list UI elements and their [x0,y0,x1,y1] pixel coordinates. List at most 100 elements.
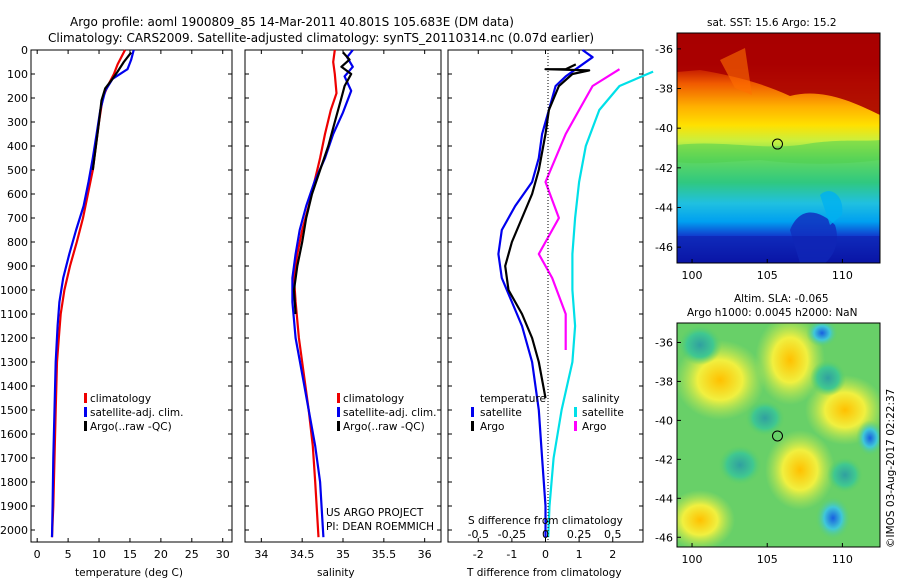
x-tick-label: 35 [336,548,350,561]
map-y-tick-label: -40 [655,414,673,427]
x-tick-label: 25 [185,548,199,561]
legend-swatch-satellite [337,407,340,417]
legend-swatch-s-argo [574,421,577,431]
sla-teal-eddy [810,360,846,396]
map-y-tick-label: -40 [655,122,673,135]
x-tick-label: 2 [609,548,616,561]
x2-tick-label: 0.5 [604,528,622,541]
sla-map-frame [676,322,881,548]
sst-map-frame [676,32,881,264]
sla-yellow-patch [677,490,735,547]
depth-tick-label: 300 [7,116,28,129]
x-tick-label: 1 [576,548,583,561]
x-tick-label: 10 [92,548,106,561]
map-y-tick-label: -44 [655,492,673,505]
legend-label-climatology: climatology [90,393,151,405]
x-tick-label: 5 [65,548,72,561]
series-line-climatology [292,49,338,538]
map-x-tick-label: 105 [757,269,778,282]
depth-tick-label: 1300 [0,356,28,369]
x-tick-label: 36 [418,548,432,561]
series-line-argo-raw-qc- [292,51,353,315]
depth-tick-label: 1600 [0,428,28,441]
salinity-legend: climatology satellite-adj. clim. Argo(..… [337,393,436,433]
depth-tick-label: 800 [7,236,28,249]
x-tick-label: 34 [254,548,268,561]
legend-swatch-climatology [337,393,340,403]
salinity-panel-frame [244,49,442,543]
sla-map-axes: 100 105 110 -36 -38 -40 -42 -44 -46 [655,336,853,566]
depth-tick-label: 700 [7,212,28,225]
sst-orange-tongue [720,48,752,95]
figure-title-line1: Argo profile: aoml 1900809_85 14-Mar-201… [70,15,514,29]
sla-yellow-patch [765,430,835,510]
depth-tick-label: 600 [7,188,28,201]
map-y-tick-label: -42 [655,162,673,175]
t-difference-x-label: T difference from climatology [466,567,622,579]
legend-heading-temperature: temperature [480,393,546,405]
depth-tick-label: 900 [7,260,28,273]
legend-swatch-argo [84,421,87,431]
depth-axis: 0 100 200 300 400 500 600 700 800 900 1000 1100 1200… [0,44,28,537]
salinity-x-label: salinity [317,567,355,579]
temperature-panel-frame [30,49,233,543]
depth-tick-label: 100 [7,68,28,81]
x2-tick-label: 0 [542,528,549,541]
depth-tick-label: 0 [21,44,28,57]
s-difference-x-label: S difference from climatology [468,515,623,527]
sla-teal-eddy [827,457,863,493]
x-tick-label: 0 [34,548,41,561]
legend-label-s-argo: Argo [582,421,606,433]
x-tick-label: -1 [506,548,517,561]
series-line-salinity-argo [537,68,621,350]
x-tick-label: 34.5 [290,548,315,561]
sla-blue-eddy [806,323,838,347]
map-y-tick-label: -38 [655,375,673,388]
depth-tick-label: 1100 [0,308,28,321]
legend-swatch-argo [337,421,340,431]
sst-cold-plume [820,191,843,225]
legend-label-s-satellite: satellite [582,407,624,419]
depth-tick-label: 1400 [0,380,28,393]
sst-green-band [677,140,880,164]
x-tick-label: 35.5 [372,548,397,561]
sst-map-title: sat. SST: 15.6 Argo: 15.2 [707,17,837,29]
legend-label-t-satellite: satellite [480,407,522,419]
temperature-x-label: temperature (deg C) [75,567,183,579]
figure-title-line2: Climatology: CARS2009. Satellite-adjuste… [48,31,594,45]
map-x-tick-label: 100 [682,553,703,566]
temperature-plot: 0 5 10 15 20 25 30 [31,49,232,561]
legend-swatch-climatology [84,393,87,403]
x-tick-label: 20 [154,548,168,561]
series-line-climatology [50,49,126,538]
depth-tick-label: 1800 [0,476,28,489]
sla-blue-eddy [815,496,851,540]
series-line-argo [504,63,591,399]
depth-tick-label: 1700 [0,452,28,465]
series-line-salinity-satellite [547,70,654,538]
x-tick-label: -2 [473,548,484,561]
x2-tick-label: -0.5 [468,528,489,541]
sla-teal-eddy [678,325,722,365]
sst-map-axes: 100 105 110 -36 -38 -40 -42 -44 -46 [655,43,853,282]
sla-teal-eddy [745,400,785,436]
argo-float-marker [771,430,783,442]
salinity-plot: 34 34.5 35 35.5 36 [245,49,441,561]
depth-tick-label: 1900 [0,500,28,513]
legend-label-argo: Argo(..raw -QC) [343,421,425,433]
sla-yellow-patch [755,323,825,405]
map-y-tick-label: -38 [655,83,673,96]
sla-blue-eddy [856,420,880,456]
map-y-tick-label: -42 [655,453,673,466]
depth-tick-label: 500 [7,164,28,177]
series-line-argo-raw-qc- [91,51,133,171]
x-tick-label: 0 [542,548,549,561]
difference-legend: temperature satellite Argo salinity sate… [471,393,624,433]
sla-map: Altim. SLA: -0.065 Argo h1000: 0.0045 h2… [655,293,881,566]
map-y-tick-label: -46 [655,241,673,254]
x2-tick-label: -0.25 [498,528,526,541]
legend-label-argo: Argo(..raw -QC) [90,421,172,433]
sst-warm-front [677,33,880,115]
series-line-satellite [497,49,594,538]
